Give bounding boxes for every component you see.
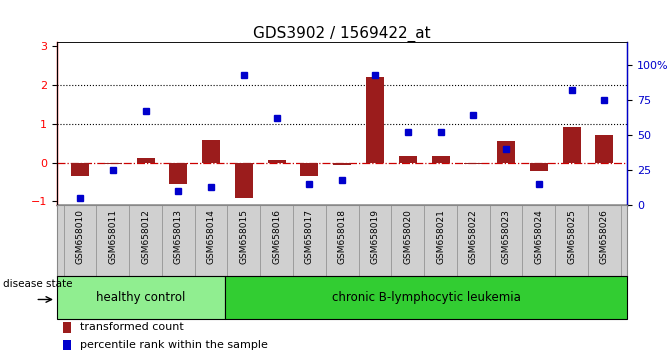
Bar [530, 163, 548, 171]
Bar [399, 156, 417, 163]
Bar [202, 140, 220, 163]
Bar [431, 156, 450, 163]
Text: percentile rank within the sample: percentile rank within the sample [80, 340, 268, 350]
Bar [497, 141, 515, 163]
Text: GSM658019: GSM658019 [370, 209, 380, 264]
Bar [268, 160, 286, 163]
Text: GSM658017: GSM658017 [305, 209, 314, 264]
Bar [366, 78, 384, 163]
Bar [63, 322, 71, 333]
Bar [63, 340, 71, 350]
Text: GSM658016: GSM658016 [272, 209, 281, 264]
Bar [169, 163, 187, 184]
Bar [563, 127, 580, 163]
Text: GSM658010: GSM658010 [75, 209, 85, 264]
Text: GSM658018: GSM658018 [338, 209, 347, 264]
Text: GSM658023: GSM658023 [502, 209, 511, 264]
Bar [71, 163, 89, 176]
Text: transformed count: transformed count [80, 322, 184, 332]
Bar [225, 276, 627, 319]
Text: GSM658021: GSM658021 [436, 209, 445, 264]
Bar [136, 158, 154, 163]
Text: GSM658015: GSM658015 [240, 209, 248, 264]
Text: GSM658020: GSM658020 [403, 209, 412, 264]
Bar [464, 163, 482, 164]
Title: GDS3902 / 1569422_at: GDS3902 / 1569422_at [254, 26, 431, 42]
Text: chronic B-lymphocytic leukemia: chronic B-lymphocytic leukemia [331, 291, 521, 304]
Text: healthy control: healthy control [96, 291, 186, 304]
Bar [104, 163, 121, 164]
Text: GSM658011: GSM658011 [108, 209, 117, 264]
Text: GSM658022: GSM658022 [469, 209, 478, 264]
Bar [301, 163, 319, 176]
Text: GSM658014: GSM658014 [207, 209, 215, 264]
Text: GSM658025: GSM658025 [567, 209, 576, 264]
Text: GSM658024: GSM658024 [534, 209, 544, 264]
Text: disease state: disease state [3, 279, 73, 289]
Bar [235, 163, 253, 198]
Bar [57, 276, 225, 319]
Bar [595, 135, 613, 163]
Text: GSM658026: GSM658026 [600, 209, 609, 264]
Text: GSM658012: GSM658012 [141, 209, 150, 264]
Bar [333, 163, 351, 165]
Text: GSM658013: GSM658013 [174, 209, 183, 264]
